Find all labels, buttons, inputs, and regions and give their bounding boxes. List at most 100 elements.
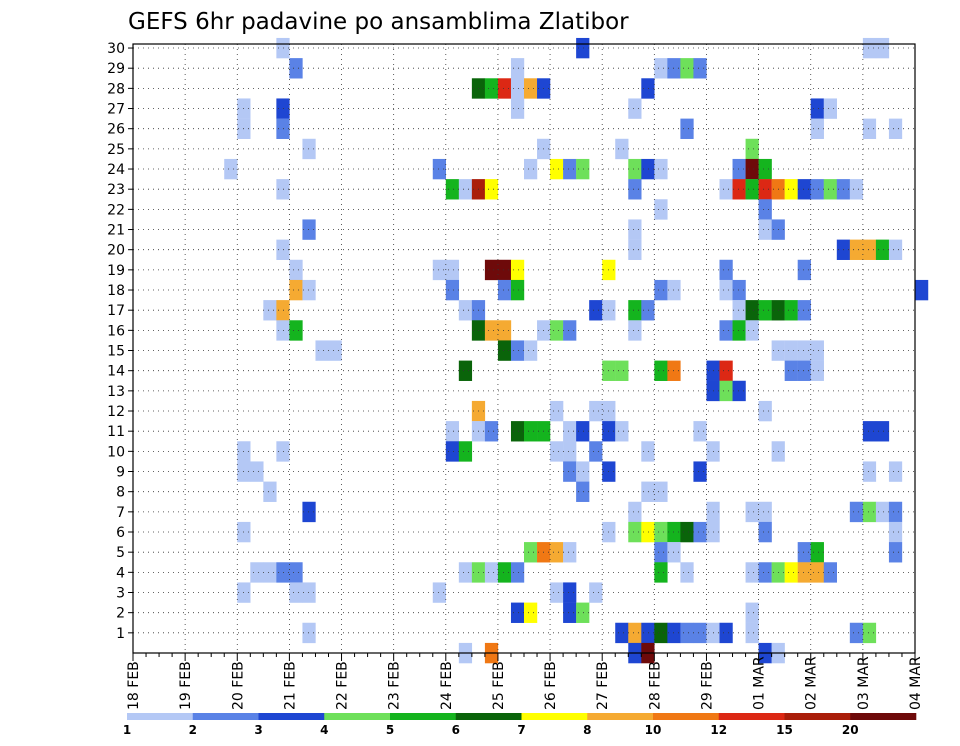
colorbar-label: 5 — [386, 723, 394, 737]
colorbar-swatch — [390, 713, 457, 720]
heatmap-cell — [563, 461, 577, 482]
heatmap-cell — [576, 158, 590, 180]
colorbar-swatch — [784, 713, 851, 720]
y-tick-label: 25 — [107, 142, 125, 158]
heatmap-cell — [888, 542, 903, 563]
heatmap-cell — [497, 259, 512, 281]
x-tick-label: 26 FEB — [543, 661, 559, 710]
heatmap-cell — [563, 441, 577, 462]
y-tick-label: 28 — [107, 81, 125, 97]
heatmap-cell — [654, 622, 668, 644]
y-tick-label: 16 — [107, 323, 125, 339]
x-tick-label: 19 FEB — [178, 661, 194, 710]
heatmap-cell — [862, 622, 877, 644]
heatmap-cell — [628, 521, 642, 543]
heatmap-cell — [849, 501, 864, 523]
heatmap-cell — [615, 360, 629, 381]
heatmap-cell — [289, 58, 303, 79]
x-tick-label: 29 FEB — [699, 661, 715, 710]
heatmap-cell — [654, 542, 668, 563]
x-tick-label: 04 MAR — [908, 656, 924, 710]
y-tick-label: 3 — [116, 586, 125, 602]
colorbar-label: 2 — [189, 723, 197, 737]
y-tick-label: 23 — [107, 182, 125, 198]
colorbar-swatch — [653, 713, 720, 720]
heatmap-cell — [628, 501, 642, 523]
heatmap-cell — [875, 37, 890, 59]
heatmap-cell — [458, 441, 473, 462]
heatmap-cell — [849, 179, 864, 200]
heatmap-cell — [289, 259, 303, 281]
heatmap-cell — [784, 340, 798, 361]
heatmap-cell — [758, 199, 772, 220]
heatmap-cell — [315, 340, 329, 361]
heatmap-cell — [550, 582, 564, 603]
heatmap-cell — [524, 158, 538, 180]
heatmap-cell — [484, 421, 499, 442]
x-tick-label: 18 FEB — [126, 661, 142, 710]
heatmap-cell — [302, 219, 316, 240]
heatmap-cell — [915, 279, 929, 301]
heatmap-cell — [224, 158, 238, 180]
heatmap-cell — [641, 622, 655, 644]
x-tick-label: 21 FEB — [282, 661, 298, 710]
heatmap-cell — [732, 320, 746, 341]
heatmap-cell — [719, 259, 733, 281]
heatmap-cell — [328, 340, 342, 361]
colorbar-swatch — [258, 713, 325, 720]
colorbar-label: 4 — [320, 723, 328, 737]
heatmap-cell — [484, 562, 499, 583]
heatmap-cell — [862, 37, 877, 59]
x-tick-label: 22 FEB — [335, 661, 351, 710]
heatmap-cell — [263, 300, 277, 321]
y-tick-label: 26 — [107, 122, 125, 138]
heatmap-cell — [276, 320, 290, 341]
heatmap-cell — [810, 340, 824, 361]
heatmap-cell — [784, 179, 798, 200]
heatmap-cell — [745, 179, 759, 200]
heatmap-cell — [654, 279, 668, 301]
colorbar-swatch — [521, 713, 588, 720]
heatmap-cell — [550, 441, 564, 462]
heatmap-cell — [758, 501, 772, 523]
heatmap-cell — [719, 360, 733, 381]
heatmap-cell — [862, 421, 877, 442]
heatmap-cell — [510, 562, 525, 583]
heatmap-cell — [497, 340, 512, 361]
heatmap-cell — [445, 179, 460, 200]
heatmap-cell — [563, 602, 577, 623]
heatmap-cell — [719, 622, 733, 644]
heatmap-cell — [641, 300, 655, 321]
heatmap-cell — [732, 279, 746, 301]
heatmap-cell — [641, 78, 655, 99]
colorbar-swatch — [455, 713, 522, 720]
heatmap-cell — [797, 259, 811, 281]
heatmap-cell — [641, 441, 655, 462]
heatmap-cell — [628, 239, 642, 260]
heatmap-cell — [445, 279, 460, 301]
heatmap-cell — [510, 58, 525, 79]
heatmap-cell — [680, 521, 694, 543]
heatmap-cell — [289, 279, 303, 301]
heatmap-cell — [758, 521, 772, 543]
heatmap-cell — [693, 58, 707, 79]
heatmap-cell — [888, 118, 903, 139]
colorbar-label: 1 — [123, 723, 131, 737]
colorbar-label: 6 — [452, 723, 460, 737]
y-tick-label: 1 — [116, 626, 125, 642]
heatmap-cell — [732, 158, 746, 180]
heatmap-cell — [784, 562, 798, 583]
heatmap-cell — [445, 441, 460, 462]
heatmap-cell — [550, 158, 564, 180]
heatmap-cell — [732, 380, 746, 402]
heatmap-cell — [589, 300, 603, 321]
y-tick-label: 22 — [107, 202, 125, 218]
heatmap-cell — [875, 501, 890, 523]
heatmap-cell — [510, 98, 525, 119]
heatmap-cell — [458, 360, 473, 381]
heatmap-cell — [849, 622, 864, 644]
heatmap-cell — [289, 320, 303, 341]
heatmap-cell — [810, 542, 824, 563]
heatmap-cell — [628, 300, 642, 321]
heatmap-cell — [654, 360, 668, 381]
